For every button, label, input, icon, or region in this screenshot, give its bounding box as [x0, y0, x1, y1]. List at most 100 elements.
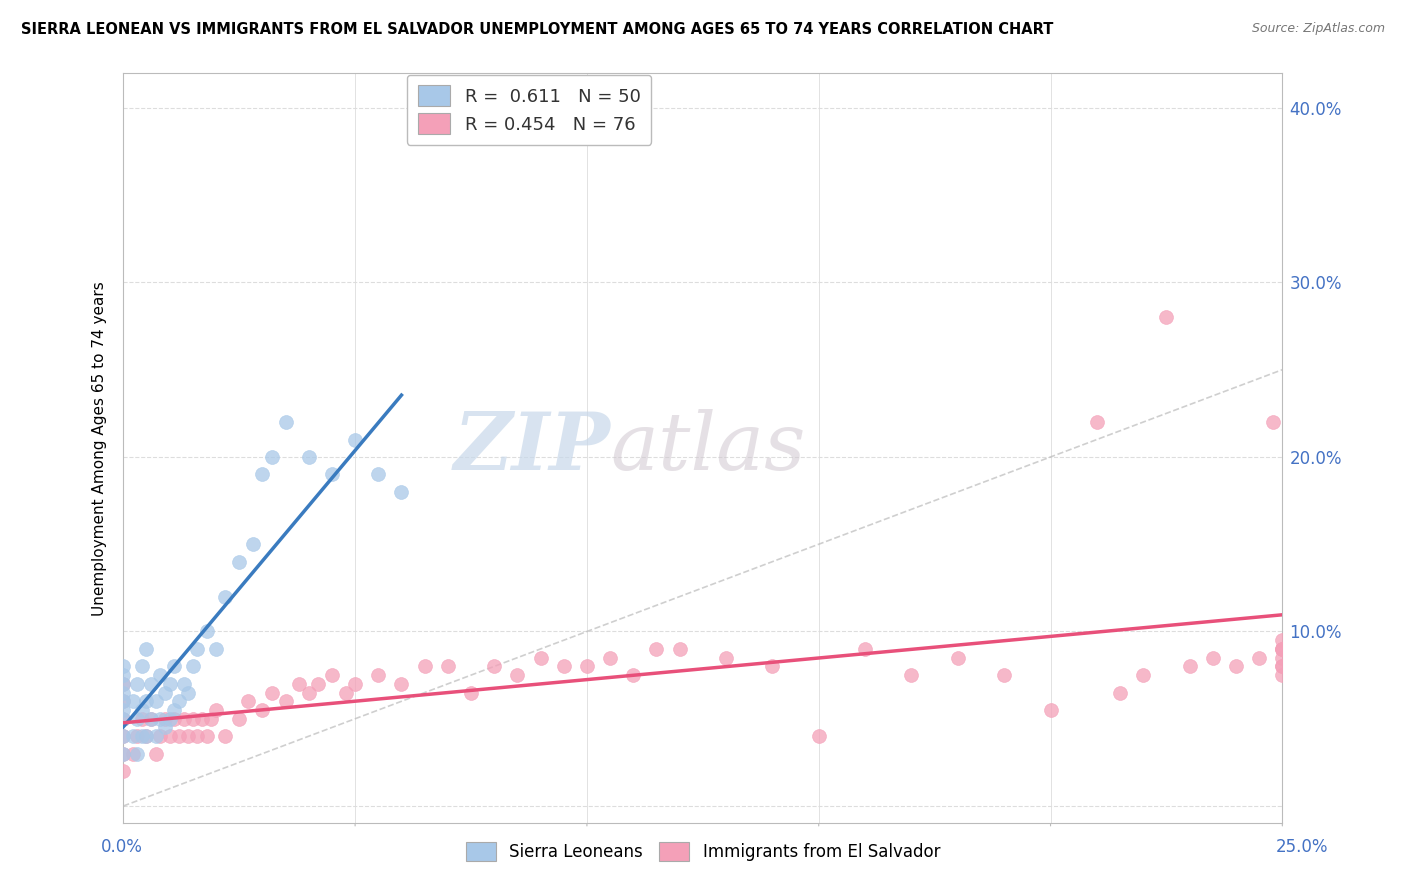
- Point: [274, 415, 297, 429]
- Point: [149, 729, 172, 743]
- Point: [214, 729, 236, 743]
- Point: [413, 659, 436, 673]
- Point: [260, 450, 283, 464]
- Point: [1249, 650, 1271, 665]
- Point: [252, 467, 274, 482]
- Point: [391, 484, 413, 499]
- Point: [186, 729, 208, 743]
- Point: [1225, 659, 1247, 673]
- Point: [1271, 642, 1294, 657]
- Point: [131, 729, 153, 743]
- Point: [288, 677, 311, 691]
- Point: [599, 650, 621, 665]
- Point: [228, 555, 250, 569]
- Point: [242, 537, 264, 551]
- Point: [135, 729, 157, 743]
- Point: [191, 712, 214, 726]
- Point: [163, 712, 186, 726]
- Text: atlas: atlas: [610, 409, 806, 487]
- Point: [1178, 659, 1201, 673]
- Point: [993, 668, 1015, 682]
- Point: [761, 659, 783, 673]
- Point: [149, 668, 172, 682]
- Point: [112, 694, 135, 708]
- Point: [575, 659, 598, 673]
- Point: [344, 677, 367, 691]
- Point: [1109, 685, 1132, 699]
- Point: [135, 694, 157, 708]
- Point: [112, 668, 135, 682]
- Point: [112, 747, 135, 761]
- Point: [437, 659, 460, 673]
- Point: [205, 703, 228, 717]
- Point: [159, 677, 181, 691]
- Point: [298, 685, 321, 699]
- Point: [529, 650, 551, 665]
- Point: [205, 642, 228, 657]
- Point: [139, 712, 162, 726]
- Point: [1271, 659, 1294, 673]
- Point: [181, 712, 204, 726]
- Y-axis label: Unemployment Among Ages 65 to 74 years: Unemployment Among Ages 65 to 74 years: [93, 281, 107, 615]
- Point: [553, 659, 575, 673]
- Point: [145, 694, 167, 708]
- Point: [153, 712, 176, 726]
- Point: [127, 747, 149, 761]
- Point: [127, 712, 149, 726]
- Point: [112, 712, 135, 726]
- Point: [131, 712, 153, 726]
- Point: [121, 747, 143, 761]
- Point: [131, 659, 153, 673]
- Point: [391, 677, 413, 691]
- Point: [807, 729, 830, 743]
- Point: [167, 729, 190, 743]
- Point: [173, 712, 195, 726]
- Point: [307, 677, 329, 691]
- Point: [112, 712, 135, 726]
- Point: [260, 685, 283, 699]
- Point: [112, 677, 135, 691]
- Point: [173, 677, 195, 691]
- Point: [139, 677, 162, 691]
- Point: [112, 659, 135, 673]
- Point: [853, 642, 876, 657]
- Text: Source: ZipAtlas.com: Source: ZipAtlas.com: [1251, 22, 1385, 36]
- Point: [112, 703, 135, 717]
- Point: [139, 712, 162, 726]
- Point: [200, 712, 222, 726]
- Point: [153, 721, 176, 735]
- Text: ZIP: ZIP: [453, 409, 610, 487]
- Point: [112, 685, 135, 699]
- Point: [1202, 650, 1225, 665]
- Point: [1261, 415, 1284, 429]
- Point: [177, 729, 200, 743]
- Point: [252, 703, 274, 717]
- Point: [1132, 668, 1154, 682]
- Point: [238, 694, 260, 708]
- Point: [228, 712, 250, 726]
- Point: [121, 729, 143, 743]
- Point: [112, 729, 135, 743]
- Point: [135, 642, 157, 657]
- Point: [946, 650, 969, 665]
- Point: [145, 747, 167, 761]
- Point: [112, 694, 135, 708]
- Point: [1156, 310, 1178, 325]
- Text: SIERRA LEONEAN VS IMMIGRANTS FROM EL SALVADOR UNEMPLOYMENT AMONG AGES 65 TO 74 Y: SIERRA LEONEAN VS IMMIGRANTS FROM EL SAL…: [21, 22, 1053, 37]
- Point: [195, 624, 218, 639]
- Point: [344, 433, 367, 447]
- Point: [367, 668, 389, 682]
- Point: [335, 685, 357, 699]
- Point: [135, 729, 157, 743]
- Point: [900, 668, 922, 682]
- Point: [112, 747, 135, 761]
- Point: [121, 694, 143, 708]
- Point: [1271, 668, 1294, 682]
- Point: [131, 703, 153, 717]
- Point: [1085, 415, 1108, 429]
- Text: 0.0%: 0.0%: [101, 838, 143, 855]
- Point: [112, 677, 135, 691]
- Point: [163, 659, 186, 673]
- Legend: R =  0.611   N = 50, R = 0.454   N = 76: R = 0.611 N = 50, R = 0.454 N = 76: [406, 75, 651, 145]
- Point: [127, 729, 149, 743]
